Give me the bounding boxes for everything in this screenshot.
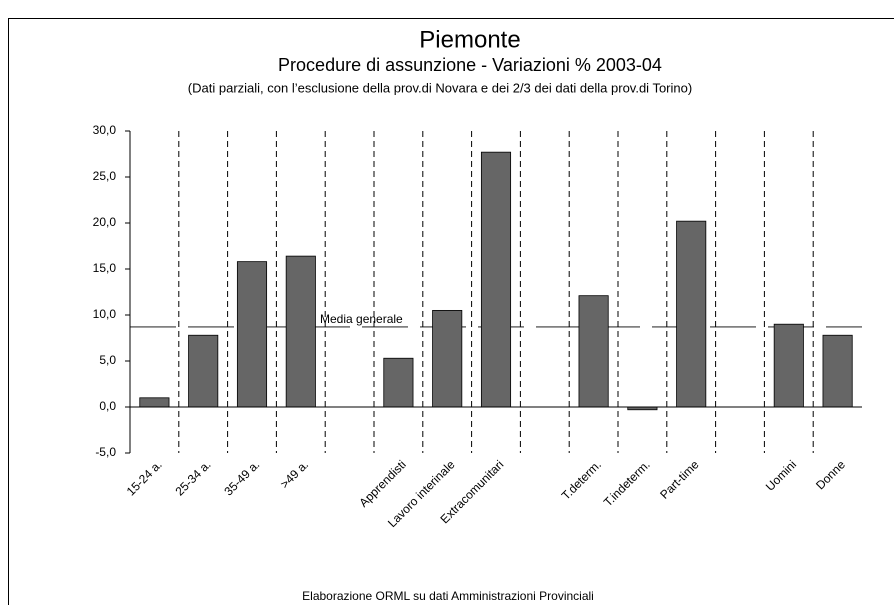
x-tick-label: T.determ. <box>559 457 604 502</box>
bar <box>578 295 609 408</box>
x-tick-label: 35-49 a. <box>221 457 262 498</box>
x-tick-label: Apprendisti <box>356 457 408 509</box>
bar <box>773 323 804 408</box>
bar <box>188 334 219 408</box>
bar <box>432 309 463 408</box>
x-tick-label: 25-34 a. <box>173 457 214 498</box>
y-tick-label: 10,0 <box>93 307 117 321</box>
x-tick-label: Part-time <box>657 457 702 502</box>
y-tick-label: 0,0 <box>99 399 116 413</box>
x-tick-label: Donne <box>813 457 848 492</box>
y-tick-label: 30,0 <box>93 123 117 137</box>
chart-title: Piemonte <box>419 26 520 53</box>
frame <box>8 18 894 605</box>
chart-footer: Elaborazione ORML su dati Amministrazion… <box>302 589 594 603</box>
bar <box>285 255 316 408</box>
bar <box>480 151 512 408</box>
x-tick-label: Uomini <box>763 457 799 493</box>
chart-note: (Dati parziali, con l’esclusione della p… <box>188 80 692 95</box>
bar <box>676 220 707 408</box>
bar <box>139 397 170 408</box>
reference-label: Media generale <box>320 312 403 326</box>
y-tick-label: 5,0 <box>99 353 116 367</box>
bar <box>822 334 853 408</box>
x-tick-label: 15-24 a. <box>124 457 165 498</box>
chart-subtitle: Procedure di assunzione - Variazioni % 2… <box>278 55 662 75</box>
x-tick-label: T.indeterm. <box>601 457 653 509</box>
x-tick-label: >49 a. <box>277 457 311 491</box>
y-tick-label: 25,0 <box>93 169 117 183</box>
y-tick-label: -5,0 <box>95 445 116 459</box>
bar <box>383 357 414 408</box>
y-tick-label: 15,0 <box>93 261 117 275</box>
y-tick-label: 20,0 <box>93 215 117 229</box>
bar <box>236 261 268 408</box>
